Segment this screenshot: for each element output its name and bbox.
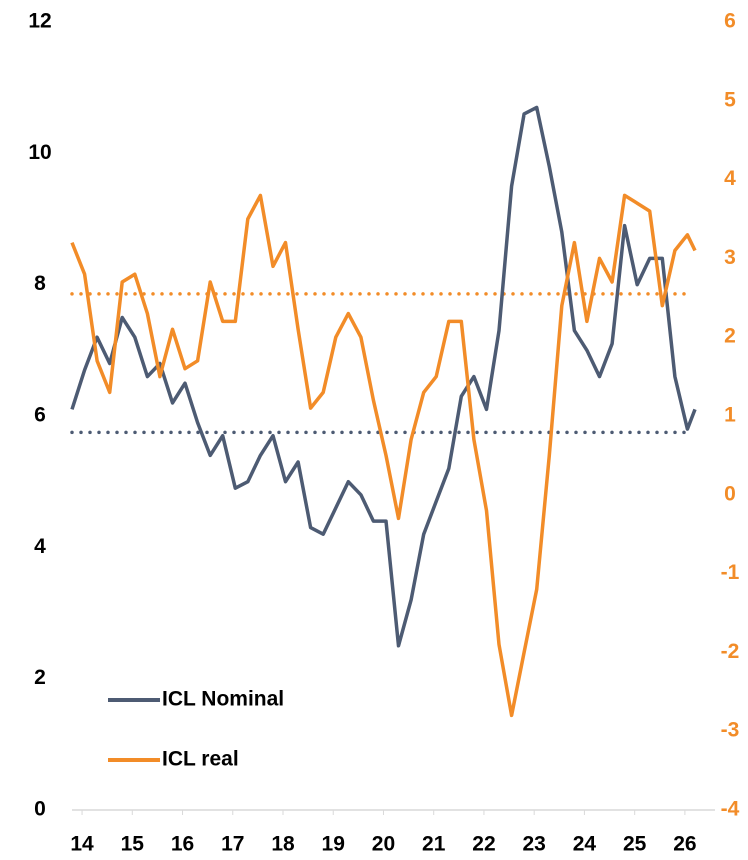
x-tick-label: 17 — [221, 833, 244, 856]
y2-tick-label: 1 — [724, 404, 736, 427]
legend-label: ICL Nominal — [162, 688, 284, 711]
x-tick-label: 16 — [171, 833, 194, 856]
legend-label: ICL real — [162, 748, 239, 771]
y2-tick-label: 6 — [724, 10, 736, 33]
y2-tick-label: -2 — [721, 640, 740, 663]
y-tick-label: 4 — [34, 535, 46, 558]
y2-tick-label: 2 — [724, 325, 736, 348]
y-tick-label: 8 — [34, 272, 46, 295]
series-line — [70, 193, 697, 718]
x-tick-label: 25 — [623, 833, 647, 856]
x-tick-label: 19 — [322, 833, 345, 856]
x-tick-label: 18 — [271, 833, 295, 856]
x-tick-label: 20 — [372, 833, 395, 856]
y-tick-label: 10 — [28, 141, 51, 164]
x-tick-label: 21 — [422, 833, 446, 856]
y-tick-label: 0 — [34, 798, 46, 821]
y2-tick-label: 4 — [724, 167, 736, 190]
x-tick-label: 15 — [121, 833, 145, 856]
x-tick-label: 23 — [523, 833, 546, 856]
y2-tick-label: -4 — [721, 798, 740, 821]
y2-tick-label: 5 — [724, 88, 736, 111]
x-tick-label: 22 — [472, 833, 495, 856]
y2-tick-label: 0 — [724, 482, 736, 505]
y-tick-label: 6 — [34, 404, 46, 427]
y2-tick-label: 3 — [724, 246, 736, 269]
y-tick-label: 2 — [34, 666, 46, 689]
y2-tick-label: -3 — [721, 719, 740, 742]
x-tick-label: 14 — [70, 833, 94, 856]
series-line — [70, 105, 697, 648]
x-tick-label: 24 — [573, 833, 597, 856]
y-tick-label: 12 — [28, 10, 51, 33]
y2-tick-label: -1 — [721, 561, 740, 584]
x-tick-label: 26 — [673, 833, 696, 856]
